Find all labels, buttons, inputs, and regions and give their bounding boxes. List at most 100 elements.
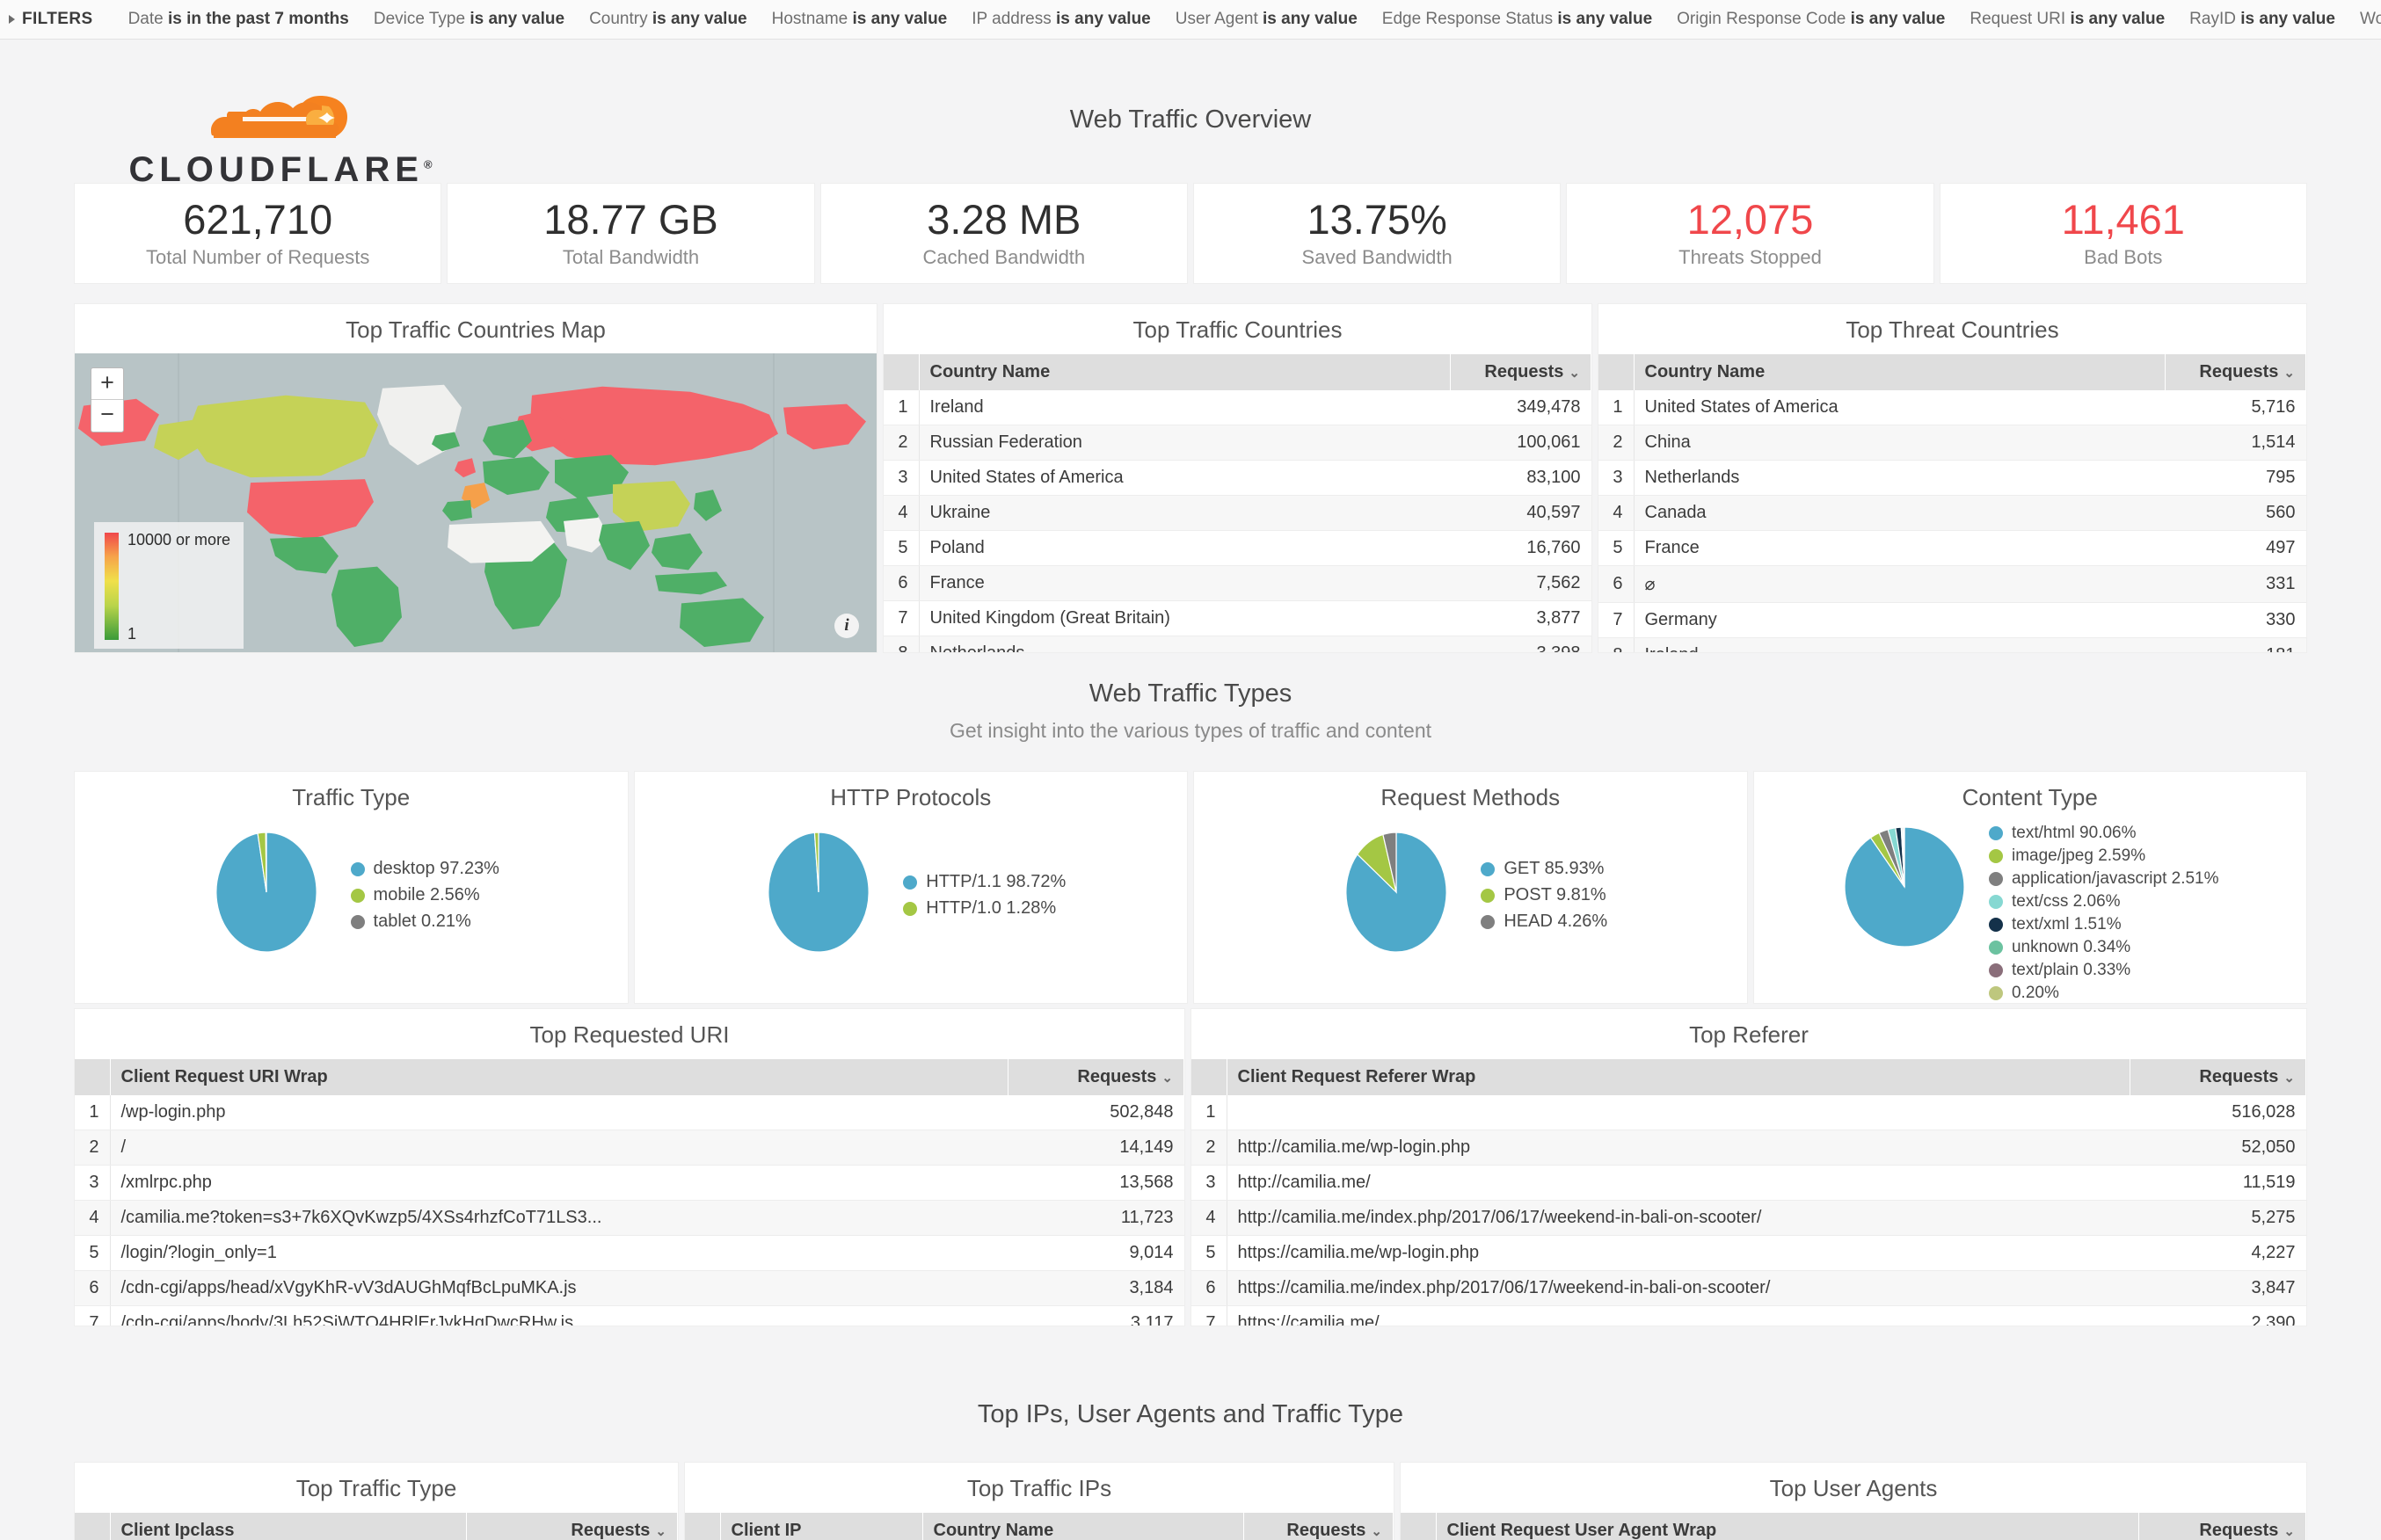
world-map-svg bbox=[75, 353, 877, 652]
column-header-1[interactable]: Requests ⌄ bbox=[2138, 1513, 2306, 1540]
table-row[interactable]: 5 https://camilia.me/wp-login.php 4,227 bbox=[1191, 1235, 2306, 1271]
table-row[interactable]: 6 France 7,562 bbox=[884, 565, 1591, 601]
column-header-1[interactable]: Requests ⌄ bbox=[1008, 1059, 1184, 1095]
legend-item-6[interactable]: text/plain 0.33% bbox=[1988, 961, 2219, 980]
map-zoom-control[interactable]: + − bbox=[91, 367, 124, 432]
table-row[interactable]: 7 https://camilia.me/2,390 bbox=[1191, 1305, 2306, 1326]
legend-item-1[interactable]: mobile 2.56% bbox=[350, 885, 499, 905]
table-row[interactable]: 6 https://camilia.me/index.php/2017/06/17… bbox=[1191, 1270, 2306, 1306]
table-row[interactable]: 1/wp-login.php 502,848 bbox=[75, 1095, 1184, 1130]
row-index: 4 bbox=[884, 495, 920, 531]
table-row[interactable]: 8 Netherlands 3,398 bbox=[884, 636, 1591, 652]
table-row[interactable]: 5 France 497 bbox=[1598, 530, 2306, 566]
legend-item-3[interactable]: text/css 2.06% bbox=[1988, 892, 2219, 912]
legend-label: text/plain 0.33% bbox=[2011, 961, 2131, 979]
legend-item-1[interactable]: POST 9.81% bbox=[1481, 885, 1607, 905]
column-header-1[interactable]: Requests ⌄ bbox=[2130, 1059, 2306, 1095]
legend-item-4[interactable]: text/xml 1.51% bbox=[1988, 915, 2219, 934]
pie-slice-2[interactable] bbox=[1382, 832, 1397, 893]
legend-item-5[interactable]: unknown 0.34% bbox=[1988, 938, 2219, 957]
column-header-0[interactable]: Client Request URI Wrap bbox=[110, 1059, 1008, 1095]
pie-slice-0[interactable] bbox=[1345, 832, 1448, 953]
table-row[interactable]: 8Ireland181 bbox=[1598, 637, 2306, 652]
filter-chip-6[interactable]: Edge Response Status is any value bbox=[1370, 10, 1664, 29]
column-header-0[interactable]: Client IP bbox=[720, 1513, 923, 1540]
column-header-1[interactable]: Requests ⌄ bbox=[2165, 354, 2306, 390]
legend-item-1[interactable]: HTTP/1.0 1.28% bbox=[903, 898, 1066, 919]
legend-item-2[interactable]: application/javascript 2.51% bbox=[1988, 869, 2219, 889]
table-row[interactable]: 1 United States of America 5,716 bbox=[1598, 390, 2306, 425]
row-index: 1 bbox=[1598, 390, 1635, 425]
cell-requests: 4,227 bbox=[2130, 1235, 2306, 1271]
column-header-1[interactable]: Country Name bbox=[922, 1513, 1244, 1540]
filter-chip-4[interactable]: IP address is any value bbox=[959, 10, 1163, 29]
world-map[interactable]: + − 10000 or more 1 i bbox=[75, 353, 877, 652]
column-header-0[interactable]: Client Request User Agent Wrap bbox=[1436, 1513, 2139, 1540]
legend-item-0[interactable]: HTTP/1.1 98.72% bbox=[903, 872, 1066, 892]
table-row[interactable]: 3/xmlrpc.php 13,568 bbox=[75, 1165, 1184, 1201]
table-row[interactable]: 3 United States of America 83,100 bbox=[884, 460, 1591, 496]
filter-chip-8[interactable]: Request URI is any value bbox=[1957, 10, 2177, 29]
table-row[interactable]: 2 China 1,514 bbox=[1598, 425, 2306, 461]
table-row[interactable]: 4 http://camilia.me/index.php/2017/06/17/… bbox=[1191, 1200, 2306, 1236]
cell-referer: http://camilia.me/wp-login.php bbox=[1227, 1130, 2130, 1166]
table-row[interactable]: 6 ⌀ 331 bbox=[1598, 565, 2306, 603]
filters-toggle[interactable]: FILTERS bbox=[9, 10, 116, 29]
pie-slice-1[interactable] bbox=[814, 832, 819, 893]
table-row[interactable]: 2 http://camilia.me/wp-login.php 52,050 bbox=[1191, 1130, 2306, 1166]
legend-item-0[interactable]: text/html 90.06% bbox=[1988, 824, 2219, 843]
table-row[interactable]: 2/14,149 bbox=[75, 1130, 1184, 1166]
top-requested-uri-table: Client Request URI Wrap Requests ⌄ 1/wp-log… bbox=[75, 1059, 1184, 1326]
legend-item-7[interactable]: 0.20% bbox=[1988, 984, 2219, 1003]
table-row[interactable]: 1 516,028 bbox=[1191, 1095, 2306, 1130]
map-info-icon[interactable]: i bbox=[834, 614, 859, 638]
cloudflare-wordmark: CLOUDFLARE® bbox=[128, 150, 433, 189]
column-header-0[interactable]: Client Request Referer Wrap bbox=[1227, 1059, 2130, 1095]
filter-chip-2[interactable]: Country is any value bbox=[577, 10, 760, 29]
table-row[interactable]: 4 Ukraine 40,597 bbox=[884, 495, 1591, 531]
filter-chip-7[interactable]: Origin Response Code is any value bbox=[1664, 10, 1957, 29]
table-row[interactable]: 7 United Kingdom (Great Britain) 3,877 bbox=[884, 600, 1591, 636]
row-index: 5 bbox=[884, 530, 920, 566]
column-header-2[interactable]: Requests ⌄ bbox=[1243, 1513, 1394, 1540]
legend-item-2[interactable]: tablet 0.21% bbox=[350, 912, 499, 932]
kpi-value: 621,710 bbox=[183, 196, 333, 243]
filter-field: Hostname bbox=[771, 10, 848, 28]
pie-charts-row: Traffic Type desktop 97.23% mobile 2.56% ta… bbox=[74, 771, 2307, 1004]
legend-item-2[interactable]: HEAD 4.26% bbox=[1481, 912, 1607, 932]
filter-chip-1[interactable]: Device Type is any value bbox=[361, 10, 577, 29]
legend-item-0[interactable]: desktop 97.23% bbox=[350, 859, 499, 879]
column-header-0[interactable]: Client Ipclass bbox=[110, 1513, 467, 1540]
legend-item-1[interactable]: image/jpeg 2.59% bbox=[1988, 846, 2219, 866]
table-row[interactable]: 5 Poland 16,760 bbox=[884, 530, 1591, 566]
legend-color-dot bbox=[903, 875, 918, 890]
table-row[interactable]: 7 Germany 330 bbox=[1598, 602, 2306, 638]
table-row[interactable]: 7/cdn-cgi/apps/body/3Lh52SjWTQ4HRlErJykH… bbox=[75, 1305, 1184, 1326]
legend-item-0[interactable]: GET 85.93% bbox=[1481, 859, 1607, 879]
table-row[interactable]: 5/login/?login_only=1 9,014 bbox=[75, 1235, 1184, 1271]
row-index: 2 bbox=[1598, 425, 1635, 461]
legend-label: application/javascript 2.51% bbox=[2011, 869, 2219, 888]
row-index: 3 bbox=[884, 460, 920, 496]
table-row[interactable]: 3 Netherlands 795 bbox=[1598, 460, 2306, 496]
table-row[interactable]: 1 Ireland 349,478 bbox=[884, 390, 1591, 425]
row-index: 4 bbox=[1191, 1200, 1227, 1236]
pie-chart-svg bbox=[755, 829, 884, 962]
table-row[interactable]: 3 http://camilia.me/11,519 bbox=[1191, 1165, 2306, 1201]
filter-chip-5[interactable]: User Agent is any value bbox=[1163, 10, 1370, 29]
column-header-1[interactable]: Requests ⌄ bbox=[466, 1513, 678, 1540]
filter-chip-9[interactable]: RayID is any value bbox=[2177, 10, 2348, 29]
table-row[interactable]: 4/camilia.me?token=s3+7k6XQvKwzp5/4XSs4r… bbox=[75, 1200, 1184, 1236]
filter-chip-3[interactable]: Hostname is any value bbox=[760, 10, 960, 29]
filter-chip-10[interactable]: Worker Subrequest ... bbox=[2348, 10, 2381, 29]
column-header-1[interactable]: Requests ⌄ bbox=[1450, 354, 1591, 390]
column-header-0[interactable]: Country Name bbox=[919, 354, 1451, 390]
cell-requests: 40,597 bbox=[1450, 495, 1591, 531]
table-row[interactable]: 6/cdn-cgi/apps/head/xVgyKhR-vV3dAUGhMqfB… bbox=[75, 1270, 1184, 1306]
map-zoom-out-button[interactable]: − bbox=[100, 401, 114, 427]
column-header-0[interactable]: Country Name bbox=[1634, 354, 2166, 390]
table-row[interactable]: 2 Russian Federation 100,061 bbox=[884, 425, 1591, 461]
map-zoom-in-button[interactable]: + bbox=[91, 368, 123, 400]
table-row[interactable]: 4 Canada 560 bbox=[1598, 495, 2306, 531]
filter-chip-0[interactable]: Date is in the past 7 months bbox=[116, 10, 361, 29]
